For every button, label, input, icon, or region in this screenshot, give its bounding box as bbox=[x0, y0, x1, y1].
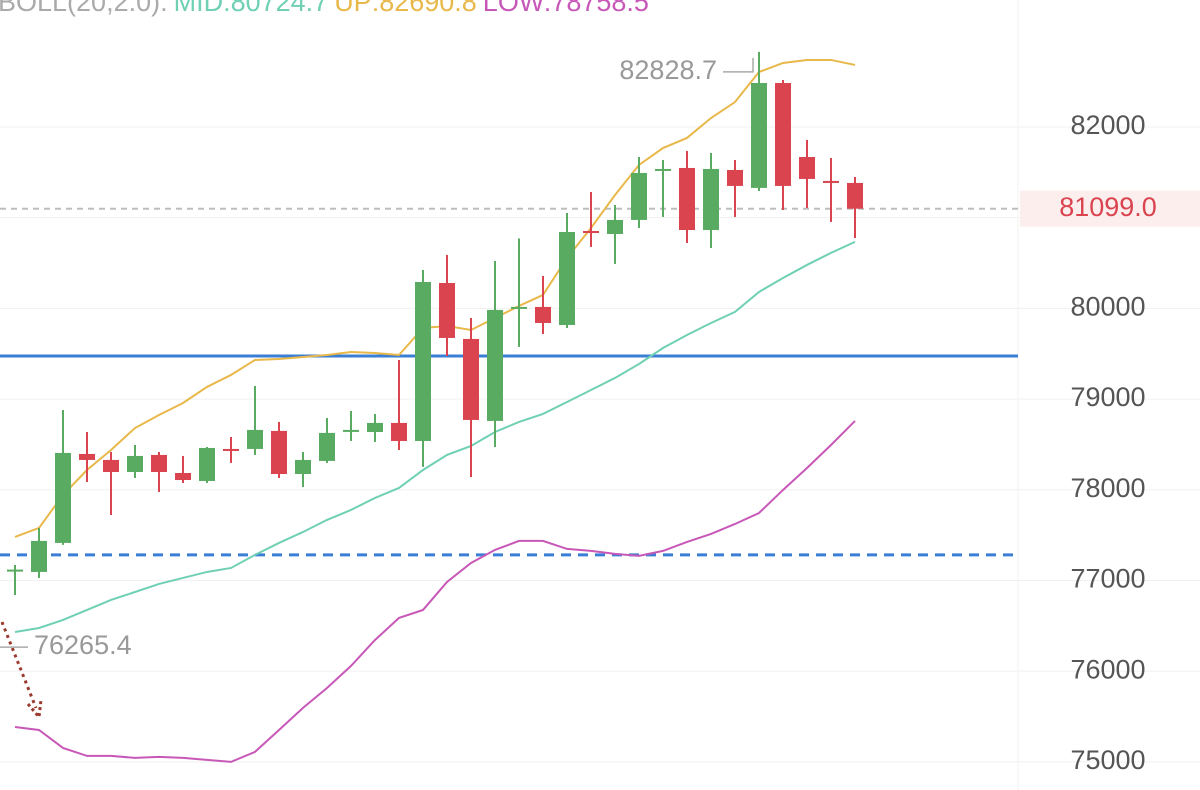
candle-body bbox=[31, 540, 47, 572]
indicator-name: BOLL(20,2.0): bbox=[0, 0, 168, 17]
max-price-label: 82828.7 bbox=[619, 55, 717, 85]
candle-body bbox=[247, 429, 263, 449]
candle-body bbox=[175, 473, 191, 480]
y-tick-label: 77000 bbox=[1070, 564, 1145, 594]
y-tick-label: 76000 bbox=[1070, 654, 1145, 684]
candle-body bbox=[271, 430, 287, 474]
candle-body bbox=[151, 454, 167, 473]
candle-body bbox=[559, 232, 575, 325]
price-tag-bg bbox=[1020, 190, 1200, 227]
trend-arrow bbox=[0, 621, 43, 721]
min-price-label: 76265.4 bbox=[34, 630, 132, 660]
indicator-line bbox=[14, 420, 856, 763]
candle-body bbox=[415, 281, 431, 441]
candle-body bbox=[847, 182, 863, 209]
candle-body bbox=[295, 459, 311, 474]
legend-entry: LOW:78758.5 bbox=[483, 0, 649, 17]
candle-body bbox=[55, 452, 71, 543]
candle-body bbox=[535, 306, 551, 323]
candle-body bbox=[439, 282, 455, 338]
candle-body bbox=[103, 459, 119, 473]
candle-body bbox=[463, 338, 479, 420]
legend-entry: MID:80724.7 bbox=[174, 0, 329, 17]
candle-body bbox=[655, 168, 671, 171]
candle-body bbox=[775, 82, 791, 186]
indicator-line bbox=[14, 58, 856, 538]
candle-body bbox=[343, 429, 359, 432]
candle-body bbox=[487, 309, 503, 421]
candle-body bbox=[799, 157, 815, 179]
candle-body bbox=[7, 569, 23, 572]
candle-body bbox=[607, 219, 623, 235]
candle-body bbox=[583, 231, 599, 234]
y-tick-label: 75000 bbox=[1070, 745, 1145, 775]
candle-body bbox=[223, 448, 239, 451]
y-tick-label: 80000 bbox=[1070, 292, 1145, 322]
candle-body bbox=[823, 180, 839, 183]
indicator-legend: BOLL(20,2.0): MID:80724.7 UP:82690.8 LOW:78… bbox=[0, 0, 649, 17]
candle-body bbox=[727, 169, 743, 186]
y-tick-label: 78000 bbox=[1070, 473, 1145, 503]
candle-body bbox=[679, 167, 695, 231]
indicator-line bbox=[14, 240, 856, 633]
candle-body bbox=[751, 82, 767, 188]
candle-body bbox=[367, 422, 383, 433]
candle-body bbox=[319, 432, 335, 461]
y-tick-label: 82000 bbox=[1070, 110, 1145, 140]
leader-line bbox=[723, 57, 754, 73]
legend-entry: UP:82690.8 bbox=[334, 0, 477, 17]
candle-body bbox=[79, 453, 95, 460]
candle-body bbox=[199, 447, 215, 481]
candle-body bbox=[127, 455, 143, 473]
y-tick-label: 79000 bbox=[1070, 382, 1145, 412]
candle-body bbox=[511, 306, 527, 309]
price-tag: 81099.0 bbox=[1059, 192, 1157, 222]
candle-body bbox=[631, 172, 647, 220]
candle-body bbox=[703, 168, 719, 231]
candle-body bbox=[391, 422, 407, 441]
